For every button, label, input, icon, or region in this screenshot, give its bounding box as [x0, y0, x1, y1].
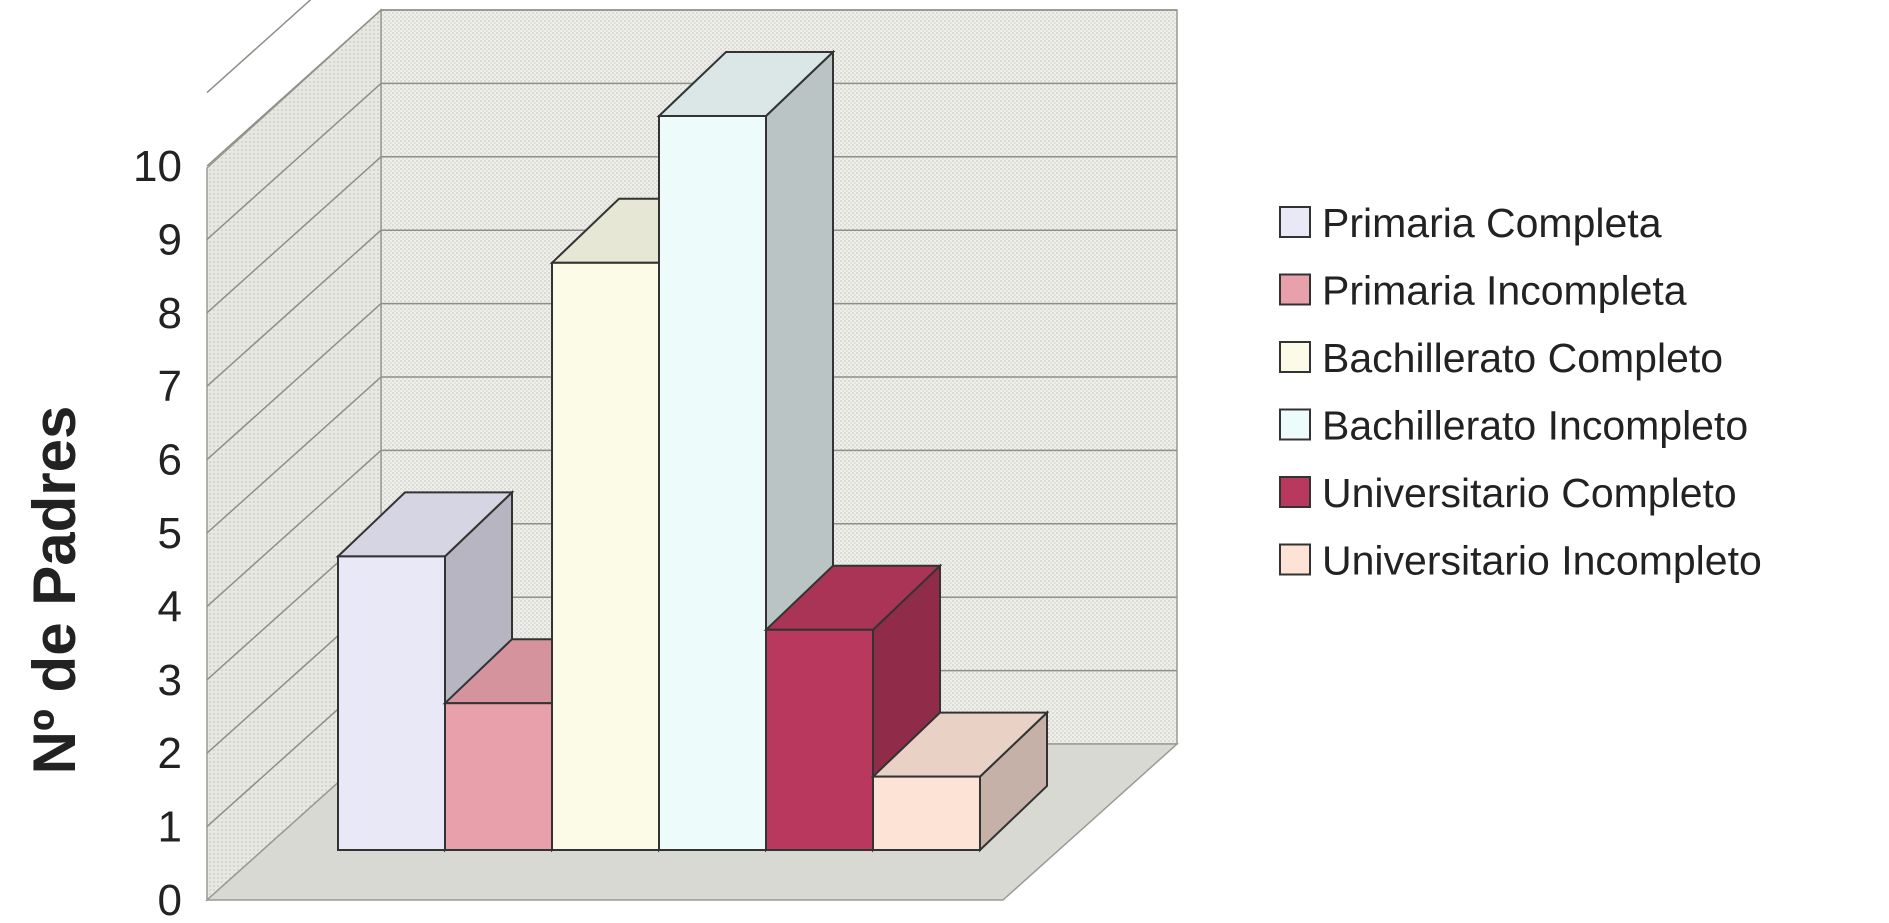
gridline-side — [206, 303, 382, 461]
bar-front-face — [551, 261, 660, 851]
bar-front-face — [444, 702, 553, 852]
y-tick-labels: 0 1 2 3 4 5 6 7 8 9 10 — [133, 142, 182, 923]
bars — [335, 49, 1050, 853]
legend-swatch — [1279, 341, 1311, 373]
y-tick-label: 8 — [158, 289, 182, 338]
y-tick-label: 1 — [158, 803, 182, 852]
legend-item: Primaria Completa — [1279, 200, 1662, 246]
bar-6 — [870, 710, 1050, 853]
gridline-side — [206, 229, 382, 387]
y-tick-label: 10 — [133, 142, 182, 191]
y-axis-label: Nº de Padres — [21, 406, 88, 775]
bar-front-face — [765, 628, 874, 851]
legend-swatch — [1279, 543, 1311, 576]
gridline-side — [206, 156, 382, 314]
gridline-side — [206, 0, 312, 94]
legend-label: Primaria Completa — [1322, 200, 1662, 246]
bar-front-face — [337, 555, 446, 852]
gridline-side — [206, 376, 382, 534]
legend: Primaria Completa Primaria Incompleta Bach… — [1279, 200, 1762, 584]
y-tick-label: 9 — [158, 215, 182, 264]
legend-item: Primaria Incompleta — [1279, 268, 1687, 314]
bar-front-face — [658, 115, 767, 851]
y-tick-label: 6 — [158, 436, 182, 485]
legend-item: Bachillerato Completo — [1279, 335, 1723, 381]
legend-item: Bachillerato Incompleto — [1279, 403, 1748, 449]
legend-label: Universitario Completo — [1322, 470, 1737, 516]
y-tick-label: 3 — [158, 656, 182, 705]
y-tick-label: 5 — [158, 509, 182, 558]
y-tick-label: 7 — [158, 362, 182, 411]
y-tick-label: 0 — [158, 876, 182, 923]
gridline-side — [206, 449, 382, 607]
legend-item: Universitario Completo — [1279, 470, 1737, 516]
gridline-side — [206, 9, 382, 167]
legend-swatch — [1279, 476, 1311, 508]
legend-swatch — [1279, 408, 1311, 441]
gridline-side — [206, 82, 382, 240]
legend-item: Universitario Incompleto — [1279, 538, 1762, 584]
bar-front-face — [872, 775, 981, 851]
legend-label: Universitario Incompleto — [1322, 538, 1762, 584]
legend-label: Bachillerato Incompleto — [1322, 403, 1748, 449]
y-tick-label: 2 — [158, 729, 182, 778]
legend-swatch — [1279, 206, 1311, 238]
y-tick-label: 4 — [158, 582, 182, 631]
legend-label: Bachillerato Completo — [1322, 335, 1723, 381]
legend-label: Primaria Incompleta — [1322, 268, 1687, 314]
legend-swatch — [1279, 273, 1311, 306]
